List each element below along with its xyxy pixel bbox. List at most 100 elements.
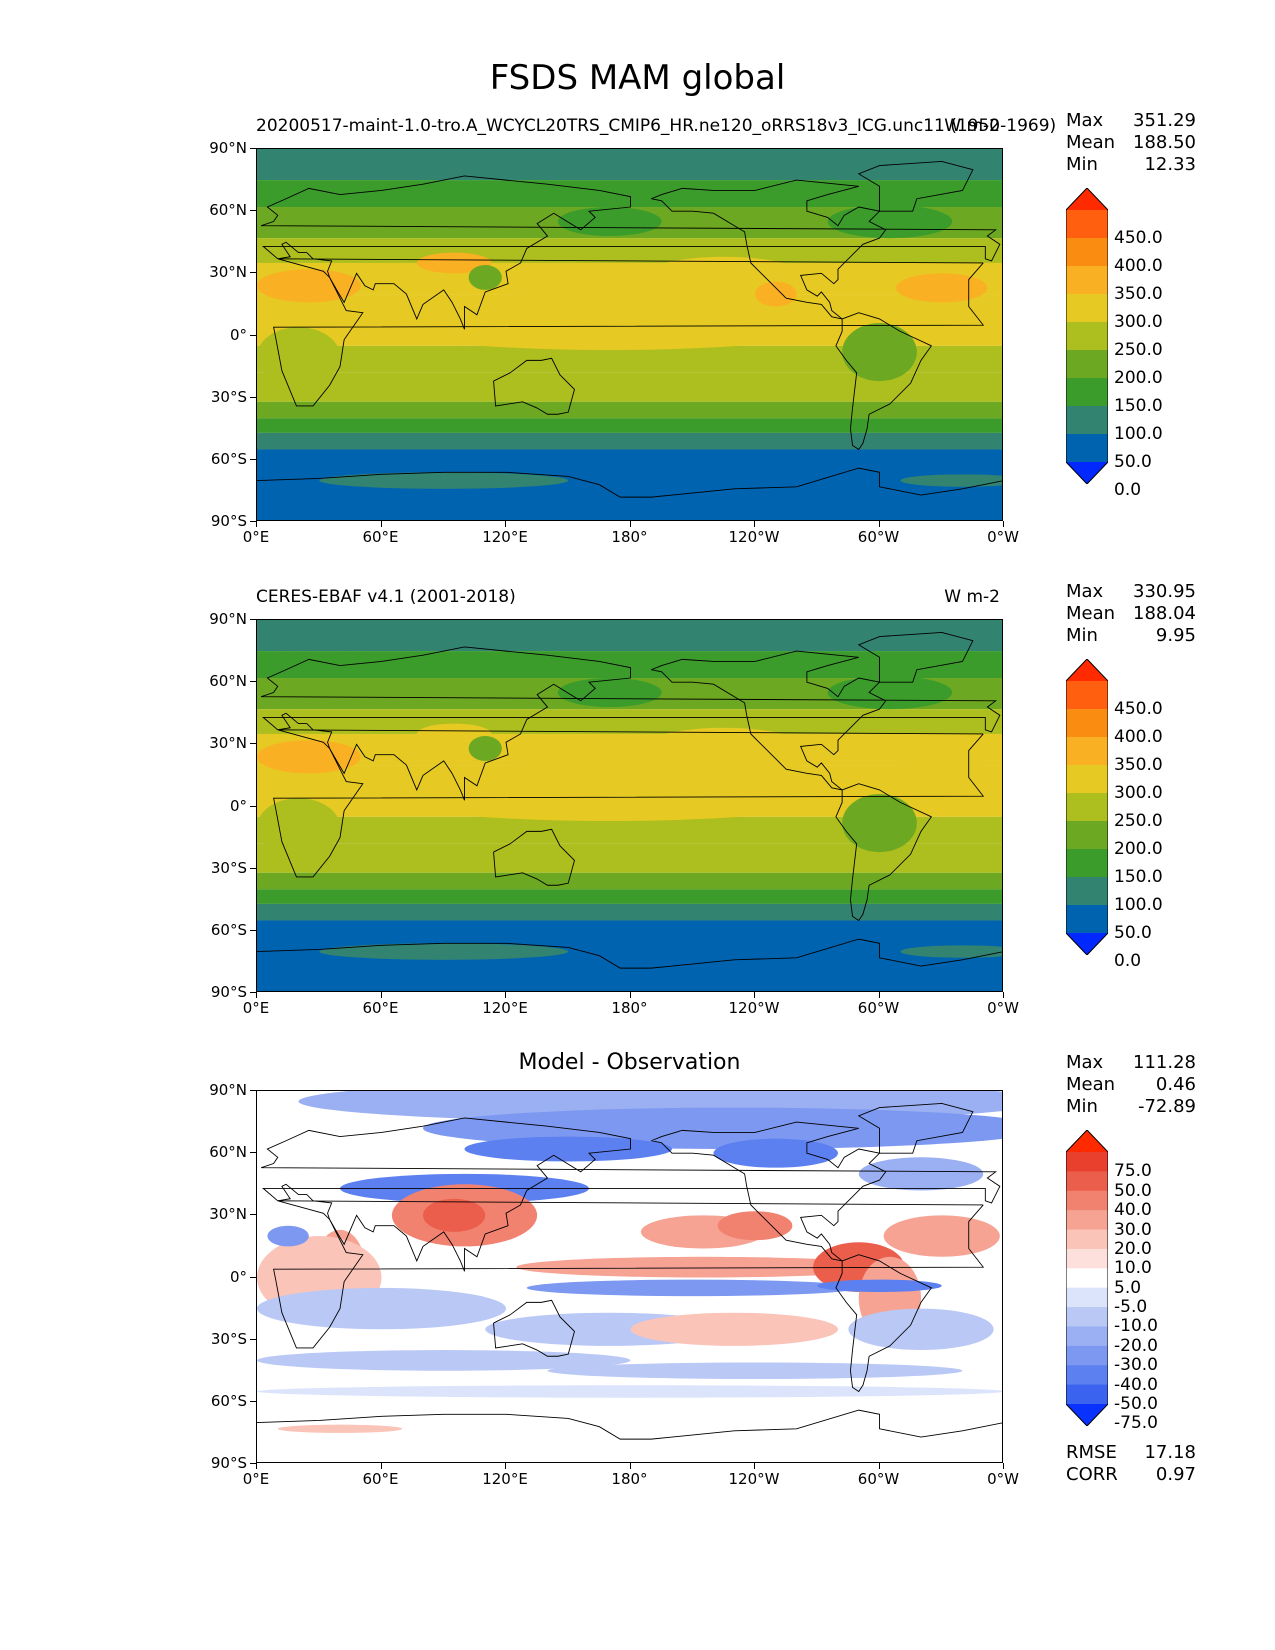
diff-band	[257, 1350, 631, 1371]
lon-tick-label: 0°W	[987, 1470, 1019, 1488]
lat-tick-label: 30°N	[209, 1205, 247, 1224]
colorbar-tick-label: 40.0	[1114, 1200, 1152, 1221]
field-band	[842, 794, 917, 853]
colorbar-extend-min	[1066, 933, 1108, 955]
lon-tick	[505, 521, 506, 527]
coastline-africa	[273, 1200, 985, 1349]
colorbar-tick-label: -50.0	[1114, 1394, 1158, 1414]
field-band	[319, 943, 569, 960]
coastline-greenland	[857, 160, 974, 212]
field-band	[257, 740, 361, 774]
diff-band	[277, 1424, 403, 1433]
lon-tick	[629, 521, 631, 527]
lon-tick	[878, 992, 880, 998]
field-band	[257, 262, 1002, 295]
coastline-greenland	[857, 631, 974, 683]
field-band	[896, 273, 988, 303]
field-band	[468, 736, 502, 761]
lat-tick	[250, 805, 256, 807]
colorbar-tick-label: -20.0	[1114, 1335, 1158, 1356]
lat-tick	[250, 210, 256, 212]
coastline-namerica	[651, 179, 887, 320]
lon-tick-label: 120°E	[482, 1470, 528, 1488]
field-band	[257, 709, 1002, 734]
lon-tick-label: 0°W	[987, 528, 1019, 546]
panel-diff: Model - Observation Max 111.28 Mean 0.46 M…	[0, 1050, 1275, 1530]
colorbar-segment	[1066, 434, 1108, 463]
colorbar-segment	[1066, 821, 1108, 850]
colorbar-tick-label: 0.0	[1114, 951, 1142, 971]
lon-tick-label: 0°W	[987, 999, 1019, 1017]
colorbar-tick-label: 350.0	[1114, 284, 1163, 304]
coastline-antarctica	[257, 467, 1002, 498]
map-obs	[256, 619, 1003, 992]
field-band	[842, 323, 917, 382]
colorbar-segment	[1066, 406, 1108, 435]
field-band	[827, 675, 953, 710]
coastline-greenland	[857, 1102, 974, 1154]
stat-mean-label: Mean	[1066, 1074, 1116, 1095]
colorbar-segment	[1066, 709, 1108, 738]
colorbar-segment	[1066, 877, 1108, 906]
lon-tick-label: 120°W	[728, 528, 780, 546]
colorbar-tick-label: 250.0	[1114, 811, 1163, 831]
lon-tick-label: 0°E	[242, 999, 270, 1017]
colorbar-segment	[1066, 266, 1108, 295]
lon-tick	[878, 521, 880, 527]
colorbar-segment	[1066, 378, 1108, 407]
diff-band	[257, 1287, 506, 1330]
lon-tick-label: 60°E	[362, 999, 399, 1017]
lon-tick	[380, 992, 382, 998]
colorbar-segment	[1066, 1268, 1108, 1289]
colorbar-segment	[1066, 350, 1108, 379]
coastline-australia	[493, 357, 575, 415]
colorbar-tick-label: 100.0	[1114, 424, 1163, 444]
colorbar-segment	[1066, 905, 1108, 934]
field-band	[827, 204, 953, 239]
colorbar-segment	[1066, 1365, 1108, 1386]
lon-tick-label: 120°E	[482, 528, 528, 546]
colorbar-tick-label: -40.0	[1114, 1374, 1158, 1395]
field-band	[257, 798, 340, 857]
stat-mean-label: Mean	[1066, 132, 1116, 153]
colorbar-extend-max	[1066, 1130, 1108, 1152]
lat-tick	[250, 1463, 256, 1464]
colorbar-tick-label: 200.0	[1114, 368, 1163, 388]
field-band	[360, 762, 859, 822]
colorbar-segment	[1066, 1171, 1108, 1192]
lat-tick-label: 30°S	[210, 387, 247, 406]
field-band	[257, 401, 1002, 419]
stat-mean-value: 188.04	[1133, 603, 1196, 624]
colorbar-segment	[1066, 765, 1108, 794]
lat-tick	[250, 743, 256, 745]
field-band	[257, 889, 1002, 904]
colorbar-segment	[1066, 1190, 1108, 1211]
lon-tick-label: 0°E	[242, 1470, 270, 1488]
lat-tick	[250, 619, 256, 620]
colorbar-segment	[1066, 1384, 1108, 1405]
field-band	[257, 432, 1002, 450]
lat-tick-label: 30°S	[210, 858, 247, 877]
stat-min-value: 9.95	[1155, 625, 1196, 646]
lat-tick	[250, 1338, 256, 1340]
field-band	[416, 252, 492, 274]
lon-tick-label: 120°E	[482, 999, 528, 1017]
diff-band	[630, 1312, 838, 1346]
colorbar-extend-min	[1066, 462, 1108, 484]
colorbar-segment	[1066, 793, 1108, 822]
lat-tick	[250, 521, 256, 522]
colorbar-tick-label: 10.0	[1114, 1258, 1152, 1279]
lat-tick-label: 60°N	[209, 672, 247, 691]
stat-min-label: Min	[1066, 1096, 1098, 1117]
lat-tick	[250, 272, 256, 274]
colorbar-tick-label: 300.0	[1114, 312, 1163, 332]
lon-tick	[505, 1463, 506, 1469]
colorbar-extend-max	[1066, 659, 1108, 681]
colorbar-tick-label: 350.0	[1114, 755, 1163, 775]
lat-tick	[250, 992, 256, 993]
lat-tick-label: 60°S	[210, 1391, 247, 1410]
field-band	[557, 207, 662, 237]
lon-tick	[754, 521, 755, 527]
stat-min-value: 12.33	[1144, 154, 1196, 175]
colorbar-tick-label: -30.0	[1114, 1355, 1158, 1376]
